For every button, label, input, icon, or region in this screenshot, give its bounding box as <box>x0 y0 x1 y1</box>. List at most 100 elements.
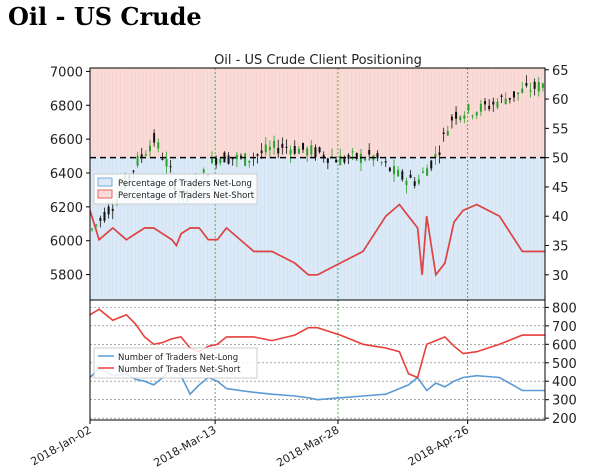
price-candle-body <box>496 101 499 108</box>
price-candle-body <box>227 155 230 164</box>
price-candle-body <box>339 155 342 166</box>
legend-swatch <box>97 177 113 187</box>
price-candle-body <box>322 154 325 159</box>
count-tick-label: 500 <box>552 357 577 372</box>
price-candle-body <box>264 144 267 153</box>
price-candle-body <box>430 160 433 169</box>
left-tick-label: 7000 <box>50 65 83 80</box>
price-candle-body <box>459 116 462 120</box>
price-candle-body <box>310 145 313 155</box>
price-candle-body <box>455 111 458 119</box>
x-tick-label: 2018-Jan-02 <box>29 423 94 468</box>
price-candle-body <box>318 147 321 153</box>
count-tick-label: 800 <box>552 301 577 316</box>
price-candle-body <box>136 155 139 166</box>
price-candle-body <box>405 180 408 186</box>
count-tick-label: 200 <box>552 412 577 427</box>
price-candle-body <box>235 154 238 160</box>
price-candle-body <box>132 170 135 172</box>
page-title: Oil - US Crude <box>8 2 202 31</box>
price-candle-body <box>401 171 404 180</box>
price-candle-body <box>277 147 280 154</box>
count-tick-label: 600 <box>552 338 577 353</box>
price-candle-body <box>347 155 350 159</box>
right-tick-label: 55 <box>552 122 569 137</box>
legend-label: Percentage of Traders Net-Short <box>118 191 255 201</box>
price-candle-body <box>475 112 478 116</box>
price-candle-body <box>434 154 437 158</box>
price-candle-body <box>492 101 495 105</box>
price-candle-body <box>314 147 317 158</box>
price-candle-body <box>438 152 441 155</box>
price-candle-body <box>364 159 367 161</box>
price-candle-body <box>91 228 94 230</box>
x-tick-label: 2018-Mar-28 <box>274 423 341 469</box>
price-candle-body <box>297 148 300 154</box>
price-candle-body <box>484 101 487 105</box>
price-candle-body <box>144 154 147 156</box>
count-tick-label: 700 <box>552 320 577 335</box>
price-candle-body <box>107 206 110 215</box>
price-candle-body <box>140 154 143 158</box>
price-candle-body <box>256 154 259 156</box>
price-candle-body <box>215 157 218 165</box>
price-candle-body <box>306 148 309 156</box>
price-candle-body <box>219 158 222 164</box>
price-candle-body <box>326 158 329 163</box>
price-candle-body <box>153 132 156 143</box>
price-candle-body <box>302 142 305 150</box>
price-candle-body <box>384 161 387 163</box>
price-candle-body <box>450 116 453 121</box>
price-candle-body <box>517 92 520 95</box>
price-candle-body <box>409 174 412 178</box>
price-candle-body <box>351 151 354 153</box>
right-tick-label: 65 <box>552 64 569 79</box>
price-candle-body <box>508 97 511 100</box>
left-tick-label: 6600 <box>50 133 83 148</box>
legend-label: Percentage of Traders Net-Long <box>118 179 252 189</box>
price-candle-body <box>417 179 420 184</box>
price-candle-body <box>293 146 296 154</box>
price-candle-body <box>529 90 532 92</box>
net-short-pct-line <box>90 203 545 277</box>
price-candle-body <box>260 150 263 154</box>
price-candle-body <box>285 146 288 148</box>
price-candle-body <box>426 168 429 176</box>
price-candle-body <box>103 211 106 221</box>
price-candle-body <box>165 158 168 167</box>
price-candle-body <box>467 104 470 111</box>
right-tick-label: 40 <box>552 210 569 225</box>
chart-title: Oil - US Crude Client Positioning <box>214 53 422 68</box>
price-candle-body <box>157 142 160 149</box>
bottom-panel-frame <box>89 299 546 421</box>
price-candle-body <box>355 153 358 160</box>
legend-box <box>93 173 258 205</box>
price-candle-body <box>335 159 338 163</box>
price-candle-body <box>479 103 482 112</box>
price-candle-body <box>95 224 98 226</box>
price-candle-body <box>500 95 503 97</box>
legend-swatch <box>97 189 113 199</box>
price-candle-body <box>161 158 164 160</box>
right-tick-label: 30 <box>552 269 569 284</box>
legend-box <box>93 347 258 379</box>
price-candle-body <box>533 81 536 89</box>
right-tick-label: 45 <box>552 181 569 196</box>
price-candle-body <box>521 88 524 93</box>
x-tick-label: 2018-Apr-26 <box>406 423 471 468</box>
price-candle-body <box>442 132 445 134</box>
legend-label: Number of Traders Net-Long <box>118 353 238 363</box>
price-candle-body <box>446 131 449 136</box>
price-candle-body <box>397 169 400 177</box>
left-tick-label: 5800 <box>50 269 83 284</box>
price-candle-body <box>248 160 251 163</box>
price-candle-body <box>169 166 172 168</box>
left-tick-label: 6400 <box>50 167 83 182</box>
left-tick-label: 6200 <box>50 201 83 216</box>
price-candle-body <box>281 143 284 148</box>
price-candle-body <box>273 141 276 148</box>
price-candle-body <box>111 208 114 211</box>
x-tick-label: 2018-Mar-13 <box>152 423 219 469</box>
price-candle-body <box>393 165 396 175</box>
